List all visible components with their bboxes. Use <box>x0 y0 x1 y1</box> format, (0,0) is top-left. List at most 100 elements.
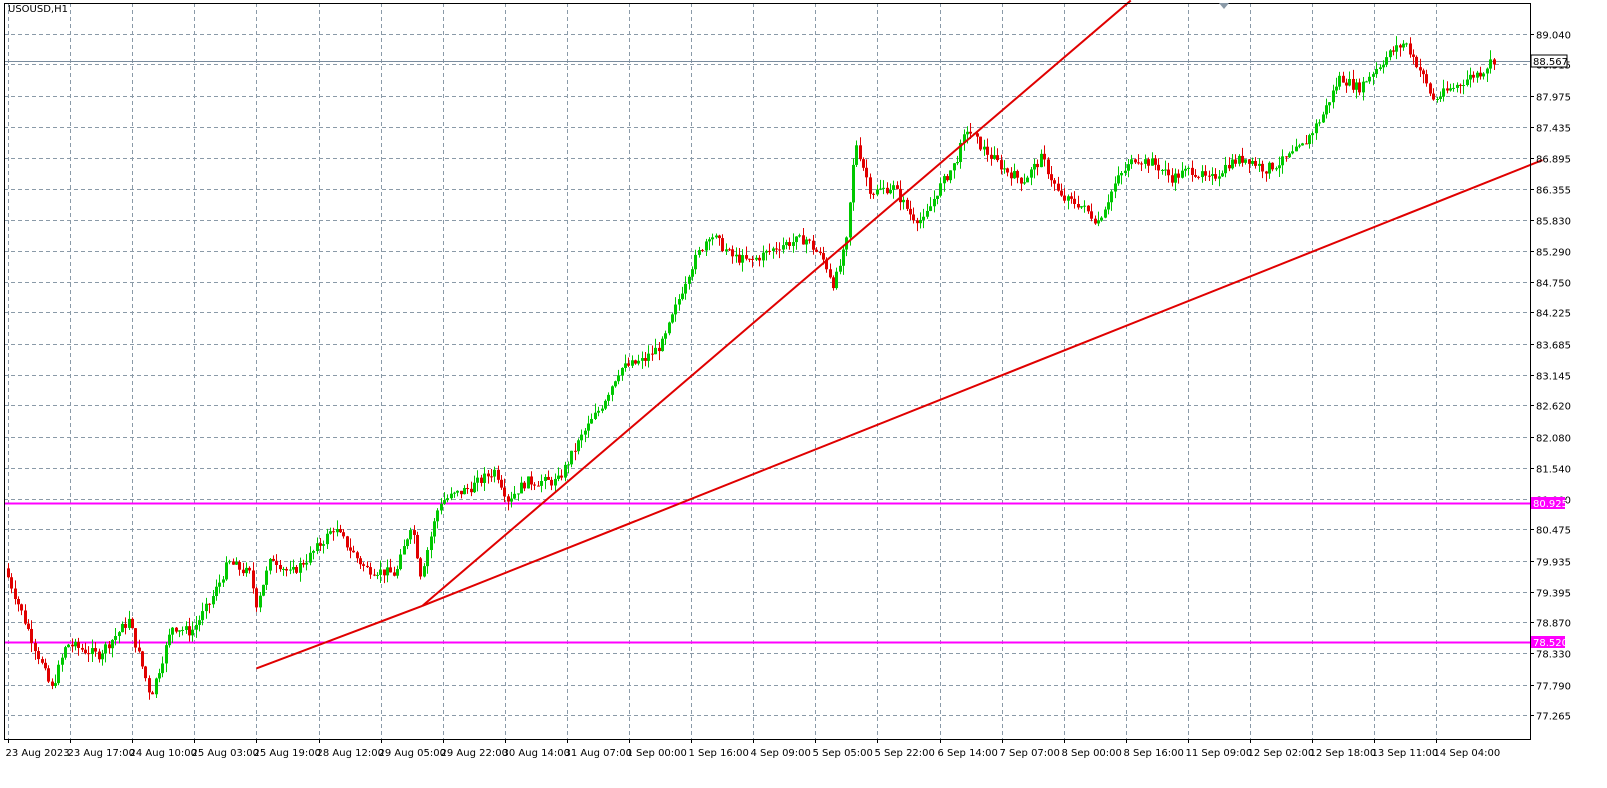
candle-bull <box>171 627 174 635</box>
candle-bear <box>819 251 822 254</box>
candle-bear <box>996 155 999 161</box>
candle-bear <box>946 176 949 181</box>
candle-bull <box>54 683 57 686</box>
candle-bear <box>775 248 778 250</box>
candle-bear <box>1493 59 1496 65</box>
candle-bear <box>359 558 362 565</box>
candle-bull <box>1295 146 1298 152</box>
candle-bear <box>1053 180 1056 184</box>
candle-bear <box>1342 75 1345 83</box>
candle-bear <box>1479 72 1482 77</box>
trendline-layer <box>256 0 1543 670</box>
candle-bull <box>741 255 744 263</box>
candle-bear <box>1063 195 1066 201</box>
candle-layer <box>7 36 1496 700</box>
candle-bear <box>81 647 84 650</box>
candle-bull <box>1258 163 1261 166</box>
candle-bear <box>728 249 731 251</box>
candle-bull <box>1067 196 1070 201</box>
candle-bear <box>10 577 13 589</box>
x-tick-label: 25 Aug 03:00 <box>192 748 259 759</box>
candle-bear <box>537 485 540 487</box>
candle-bear <box>470 488 473 493</box>
x-tick-label: 28 Aug 12:00 <box>317 748 384 759</box>
candle-bear <box>1016 171 1019 178</box>
candle-bull <box>1462 85 1465 87</box>
candle-bear <box>1070 196 1073 199</box>
candle-bull <box>1030 169 1033 178</box>
candle-bull <box>305 562 308 565</box>
candle-bull <box>1298 145 1301 147</box>
candle-bear <box>802 235 805 245</box>
candle-bear <box>131 618 134 629</box>
candle-bull <box>265 570 268 585</box>
candle-bull <box>1026 177 1029 183</box>
candle-bull <box>336 528 339 533</box>
candle-bear <box>487 473 490 477</box>
candle-bull <box>322 544 325 546</box>
candle-bear <box>1432 93 1435 100</box>
y-tick-label: 83.685 <box>1536 341 1571 352</box>
candle-bull <box>1315 123 1318 134</box>
candle-bear <box>141 651 144 667</box>
candle-bull <box>1365 81 1368 83</box>
frame-layer <box>4 3 1531 740</box>
candle-bull <box>1023 182 1026 184</box>
candle-bear <box>1446 88 1449 91</box>
trendline <box>421 0 1132 607</box>
candle-bull <box>956 162 959 164</box>
candle-bull <box>409 530 412 540</box>
level-price-badge <box>1531 497 1565 509</box>
candle-bull <box>483 473 486 483</box>
candle-bull <box>386 567 389 576</box>
candle-bear <box>416 534 419 559</box>
y-tick-label: 78.330 <box>1536 650 1571 661</box>
x-tick-label: 7 Sep 07:00 <box>1000 748 1060 759</box>
y-tick-label: 82.080 <box>1536 434 1571 445</box>
candle-bull <box>1452 87 1455 89</box>
candle-bull <box>1040 153 1043 168</box>
candle-bear <box>175 627 178 632</box>
candle-bear <box>1412 54 1415 57</box>
candle-bull <box>1275 168 1278 170</box>
candle-bear <box>1248 159 1251 164</box>
candle-bull <box>785 242 788 246</box>
candle-bull <box>1405 43 1408 45</box>
candle-bull <box>664 333 667 339</box>
candle-bull <box>61 657 64 665</box>
candle-bull <box>1389 50 1392 58</box>
candle-bear <box>124 623 127 628</box>
y-tick-label: 78.870 <box>1536 619 1571 630</box>
y-tick-label: 87.435 <box>1536 124 1571 135</box>
candle-bull <box>282 568 285 570</box>
candle-bear <box>490 476 493 478</box>
level-layer <box>4 61 1530 644</box>
candle-bull <box>805 239 808 245</box>
candle-bear <box>148 678 151 693</box>
candle-bull <box>212 596 215 605</box>
candle-bull <box>57 664 60 684</box>
candle-bull <box>708 239 711 242</box>
y-tick-label: 86.355 <box>1536 186 1571 197</box>
candle-bull <box>476 477 479 483</box>
candle-bull <box>218 582 221 587</box>
candle-bear <box>1228 164 1231 169</box>
candle-bull <box>1127 164 1130 171</box>
candle-bull <box>765 250 768 253</box>
candle-bull <box>316 543 319 552</box>
candle-bear <box>1157 164 1160 171</box>
candle-bear <box>547 476 550 480</box>
x-tick-label: 25 Aug 19:00 <box>254 748 321 759</box>
candle-bull <box>1151 158 1154 166</box>
candle-bear <box>1214 174 1217 179</box>
candle-bull <box>168 634 171 646</box>
candle-bull <box>312 551 315 553</box>
candle-bear <box>503 487 506 497</box>
candle-bull <box>64 647 67 658</box>
candle-bull <box>929 206 932 211</box>
candle-bear <box>349 547 352 551</box>
candle-bear <box>916 220 919 224</box>
candle-bear <box>27 623 30 629</box>
